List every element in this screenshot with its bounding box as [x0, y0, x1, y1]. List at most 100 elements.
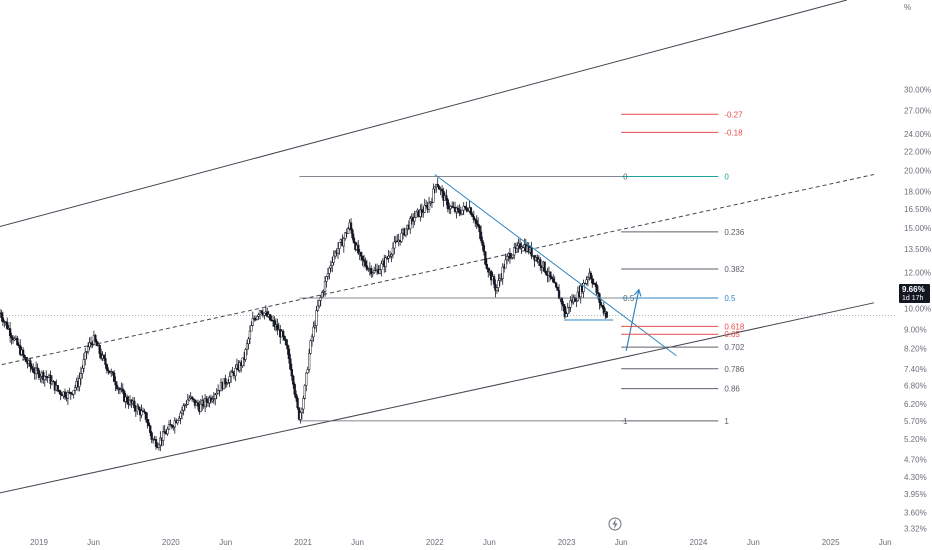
- candle-body: [530, 247, 533, 257]
- candle: [241, 357, 244, 368]
- candle: [118, 386, 122, 395]
- candle: [245, 339, 249, 356]
- candle: [82, 353, 85, 373]
- candle: [569, 296, 572, 312]
- candle: [281, 329, 285, 341]
- fib-level: 0.702: [621, 343, 745, 352]
- candle-body: [465, 207, 468, 211]
- candle: [562, 301, 565, 312]
- fib-level: 0.65: [621, 330, 740, 339]
- candle: [357, 240, 360, 256]
- y-tick-label: 5.70%: [904, 417, 927, 426]
- candle: [423, 198, 426, 213]
- candle-body: [10, 335, 13, 339]
- candle-body: [432, 188, 435, 203]
- candle-body: [238, 362, 241, 371]
- candle-body: [563, 305, 566, 318]
- fib-level: -0.18: [621, 128, 743, 137]
- fib-left-label: 1: [623, 417, 628, 426]
- candle-body: [172, 426, 175, 428]
- lightning-icon[interactable]: [608, 517, 622, 531]
- candle: [123, 389, 126, 403]
- candle-body: [566, 307, 569, 314]
- candle: [448, 202, 451, 214]
- candle-body: [365, 265, 369, 270]
- candle-body: [464, 205, 467, 208]
- candle-body: [245, 343, 249, 350]
- candle-body: [59, 391, 62, 395]
- candle: [8, 322, 12, 343]
- candle-body: [247, 338, 250, 344]
- candle: [196, 399, 200, 410]
- candle-body: [364, 261, 367, 266]
- candle: [477, 217, 480, 228]
- candle-body: [388, 255, 392, 258]
- candle: [462, 202, 465, 216]
- drawing-tools[interactable]: [434, 174, 677, 357]
- candle: [602, 302, 605, 316]
- candle-body: [461, 209, 464, 215]
- candle: [23, 354, 26, 360]
- candle: [390, 252, 393, 263]
- candle-body: [98, 345, 101, 354]
- candle-body: [123, 390, 126, 402]
- candle: [49, 370, 52, 389]
- candle-body: [1, 317, 5, 323]
- candle: [216, 384, 220, 394]
- candle-body: [283, 335, 286, 340]
- candle-body: [56, 385, 59, 391]
- candle-body: [157, 444, 161, 448]
- candle-body: [449, 206, 452, 209]
- candle-body: [505, 256, 509, 261]
- candle: [479, 225, 483, 243]
- fib-level-label: 0.86: [724, 385, 740, 394]
- candle: [85, 351, 88, 360]
- candle-body: [66, 391, 70, 399]
- candle: [445, 189, 448, 206]
- candle: [510, 253, 513, 260]
- fib-level-label: 0.382: [724, 265, 745, 274]
- candle: [599, 299, 603, 308]
- candle-body: [497, 280, 500, 288]
- candle: [121, 383, 124, 394]
- candle: [315, 306, 318, 333]
- y-tick-label: 18.00%: [904, 187, 931, 196]
- candle: [214, 393, 217, 406]
- fib-left-level: 0: [299, 173, 628, 182]
- candle-body: [456, 207, 460, 211]
- candle: [102, 354, 106, 361]
- candle-body: [257, 314, 260, 317]
- candle-body: [549, 271, 552, 278]
- candle: [81, 364, 84, 379]
- candle-body: [323, 281, 327, 292]
- candle: [112, 370, 116, 382]
- candle: [86, 342, 90, 355]
- candle-body: [501, 266, 504, 279]
- candle: [255, 315, 259, 321]
- candle: [250, 321, 253, 332]
- candle-body: [601, 305, 604, 307]
- candle-body: [234, 368, 237, 377]
- channel-upper-line: [0, 0, 848, 227]
- candle: [482, 242, 486, 256]
- candle-body: [605, 311, 608, 318]
- candle: [344, 232, 347, 241]
- x-axis[interactable]: 2019 Jun 2020 Jun 2021 Jun 2022 Jun 2023 Jun 2024 J…: [30, 538, 892, 547]
- candle-body: [137, 406, 140, 410]
- candle: [283, 335, 286, 341]
- y-axis[interactable]: % 30.00% 27.00% 24.00% 22.00% 20.00% 18.00% 16…: [904, 3, 931, 534]
- candle: [167, 420, 171, 431]
- candle: [84, 347, 87, 366]
- candle: [472, 210, 475, 224]
- candle: [419, 204, 422, 222]
- candle-body: [251, 318, 254, 326]
- candle-body: [492, 276, 496, 285]
- candle: [352, 233, 356, 244]
- candle-body: [214, 394, 217, 399]
- forecast-arrow: [625, 289, 640, 351]
- candle-body: [154, 439, 158, 447]
- y-tick-label: 5.20%: [904, 435, 927, 444]
- candle-body: [474, 219, 477, 221]
